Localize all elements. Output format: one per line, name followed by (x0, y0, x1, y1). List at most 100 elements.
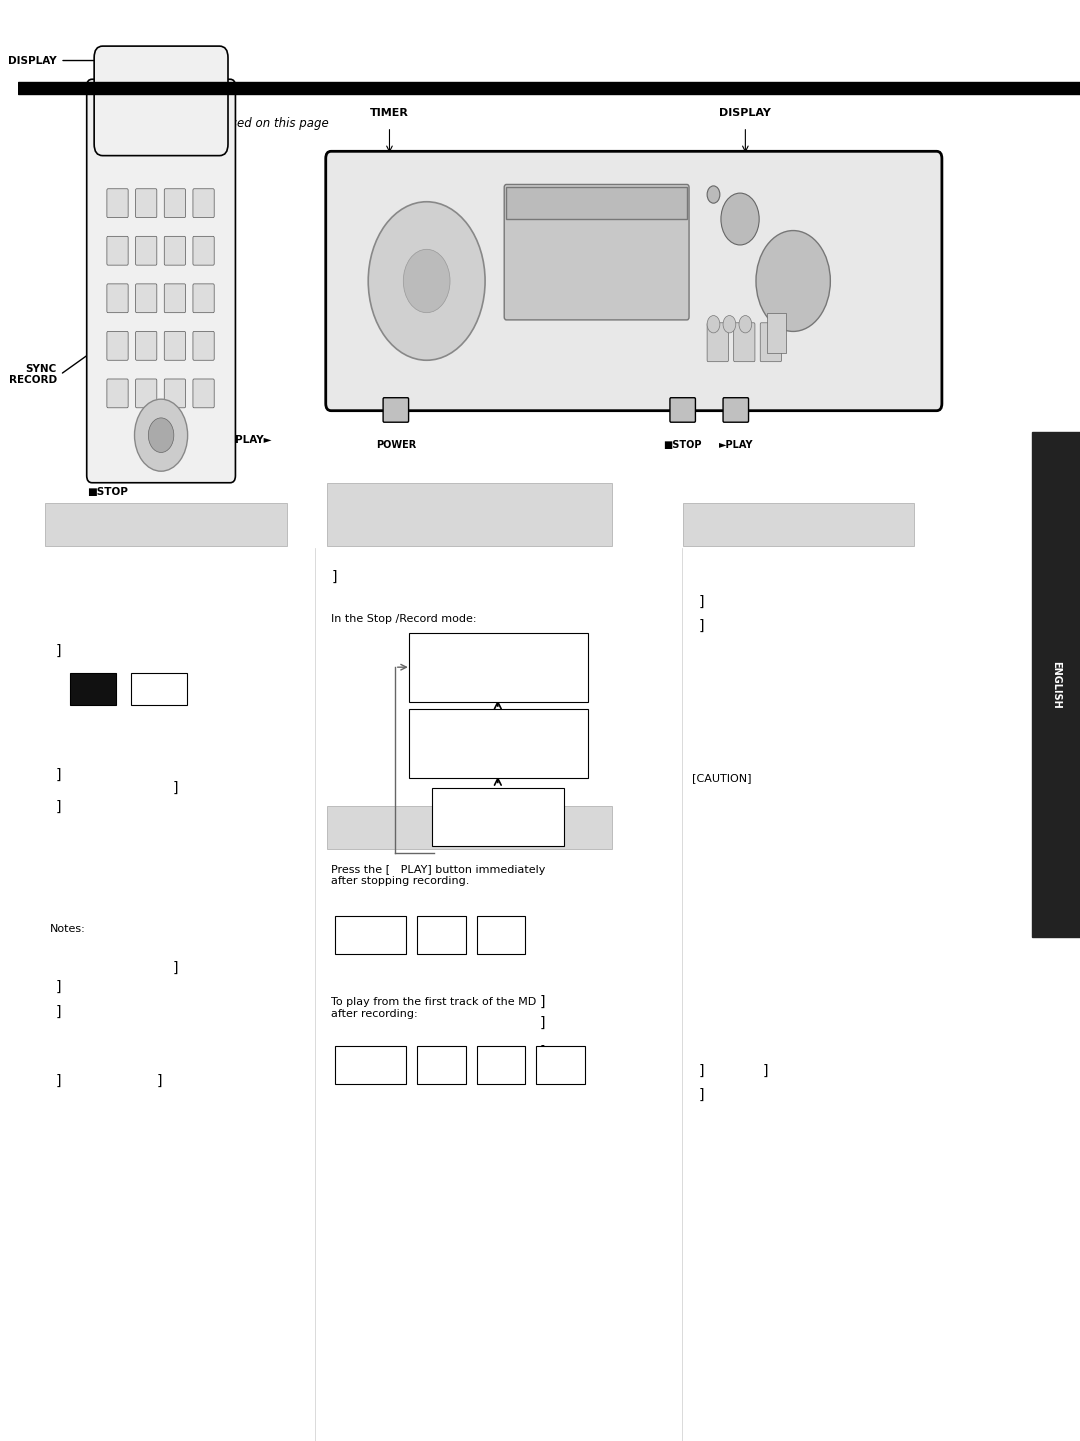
FancyBboxPatch shape (86, 79, 235, 483)
Text: POWER: POWER (376, 440, 416, 450)
FancyBboxPatch shape (335, 916, 406, 954)
FancyBboxPatch shape (136, 284, 157, 313)
Text: ]: ] (538, 994, 546, 1009)
FancyBboxPatch shape (107, 331, 129, 360)
FancyBboxPatch shape (335, 1046, 406, 1084)
Text: TIMER: TIMER (370, 108, 409, 118)
FancyBboxPatch shape (107, 189, 129, 218)
Text: [CAUTION]: [CAUTION] (692, 774, 752, 782)
Circle shape (739, 316, 752, 333)
Bar (767, 313, 786, 353)
Text: SYNC
RECORD: SYNC RECORD (9, 365, 57, 385)
FancyBboxPatch shape (408, 709, 589, 778)
FancyBboxPatch shape (164, 331, 186, 360)
FancyBboxPatch shape (193, 236, 214, 265)
Text: ]: ] (55, 1004, 64, 1019)
FancyBboxPatch shape (164, 189, 186, 218)
Text: STOP: STOP (426, 1059, 457, 1068)
Text: TASCAM: TASCAM (352, 176, 388, 184)
FancyBboxPatch shape (136, 236, 157, 265)
Text: ]: ] (156, 1074, 164, 1088)
Text: Recording: Recording (341, 929, 401, 938)
Text: PLAY►: PLAY► (235, 435, 272, 444)
Text: Disc title: Disc title (475, 813, 521, 821)
FancyBboxPatch shape (136, 189, 157, 218)
Text: Buttons used on this page: Buttons used on this page (174, 117, 328, 130)
Bar (507, 187, 687, 219)
Text: ENGLISH: ENGLISH (1051, 660, 1061, 709)
FancyBboxPatch shape (327, 806, 611, 849)
Text: Press the [   PLAY] button immediately
after stopping recording.: Press the [ PLAY] button immediately aft… (332, 865, 545, 886)
FancyBboxPatch shape (136, 331, 157, 360)
Text: SYNC: SYNC (146, 684, 173, 693)
FancyBboxPatch shape (383, 398, 408, 422)
FancyBboxPatch shape (193, 331, 214, 360)
Text: ■STOP: ■STOP (86, 487, 127, 497)
Text: ■STOP: ■STOP (663, 440, 702, 450)
Text: Notes:: Notes: (50, 925, 85, 934)
Text: ]: ] (172, 781, 180, 795)
FancyBboxPatch shape (733, 323, 755, 362)
FancyBboxPatch shape (193, 379, 214, 408)
Text: DISPLAY: DISPLAY (9, 56, 57, 65)
Text: ‖ REC: ‖ REC (80, 684, 107, 693)
FancyBboxPatch shape (107, 379, 129, 408)
Text: ]: ] (332, 569, 339, 584)
Text: Checking the Recorded Tracks: Checking the Recorded Tracks (339, 823, 508, 831)
Text: ]: ] (698, 1088, 706, 1102)
Text: ]: ] (55, 644, 64, 659)
Bar (17, 82, 1080, 94)
Text: ]: ] (538, 1016, 546, 1030)
FancyBboxPatch shape (326, 151, 942, 411)
Circle shape (368, 202, 485, 360)
Text: To play from the first track of the MD
after recording:: To play from the first track of the MD a… (332, 997, 537, 1019)
FancyBboxPatch shape (45, 503, 287, 546)
Circle shape (721, 193, 759, 245)
Text: ]: ] (172, 961, 180, 976)
Circle shape (148, 418, 174, 452)
FancyBboxPatch shape (107, 236, 129, 265)
Text: PLAY: PLAY (487, 929, 515, 938)
Circle shape (723, 316, 735, 333)
FancyBboxPatch shape (670, 398, 696, 422)
FancyBboxPatch shape (476, 1046, 526, 1084)
Text: Remaining recording
time (REMAIN): Remaining recording time (REMAIN) (444, 733, 553, 754)
FancyBboxPatch shape (107, 284, 129, 313)
FancyBboxPatch shape (417, 1046, 465, 1084)
FancyBboxPatch shape (476, 916, 526, 954)
Text: ]: ] (501, 1048, 510, 1062)
Text: ]: ] (55, 768, 64, 782)
FancyBboxPatch shape (193, 284, 214, 313)
Circle shape (707, 316, 720, 333)
FancyBboxPatch shape (193, 189, 214, 218)
Text: DISPLAY: DISPLAY (719, 108, 771, 118)
Text: Total elapsed recording
time (TOTAL): Total elapsed recording time (TOTAL) (437, 657, 559, 677)
Text: ]: ] (761, 1063, 770, 1078)
FancyBboxPatch shape (536, 1046, 585, 1084)
Text: ]: ] (698, 595, 706, 610)
FancyBboxPatch shape (164, 284, 186, 313)
FancyBboxPatch shape (94, 46, 228, 156)
Text: ]: ] (538, 1045, 546, 1059)
Circle shape (756, 231, 831, 331)
FancyBboxPatch shape (417, 916, 465, 954)
FancyBboxPatch shape (408, 633, 589, 702)
Text: Checking the Remaining MD
Recording Time: Checking the Remaining MD Recording Time (339, 504, 498, 525)
FancyBboxPatch shape (164, 236, 186, 265)
Text: ]: ] (698, 618, 706, 633)
Text: ]: ] (55, 800, 64, 814)
FancyBboxPatch shape (327, 483, 611, 546)
Text: Timer Recording: Timer Recording (696, 520, 786, 529)
Text: PLAY: PLAY (546, 1059, 575, 1068)
Text: ]: ] (55, 980, 64, 994)
Text: ]: ] (55, 1074, 64, 1088)
FancyBboxPatch shape (683, 503, 915, 546)
FancyBboxPatch shape (504, 184, 689, 320)
Bar (1032, 432, 1080, 937)
Text: Sync Recording: Sync Recording (58, 520, 145, 529)
Text: STOP: STOP (486, 1059, 516, 1068)
FancyBboxPatch shape (432, 788, 564, 846)
Circle shape (135, 399, 188, 471)
FancyBboxPatch shape (723, 398, 748, 422)
FancyBboxPatch shape (760, 323, 782, 362)
